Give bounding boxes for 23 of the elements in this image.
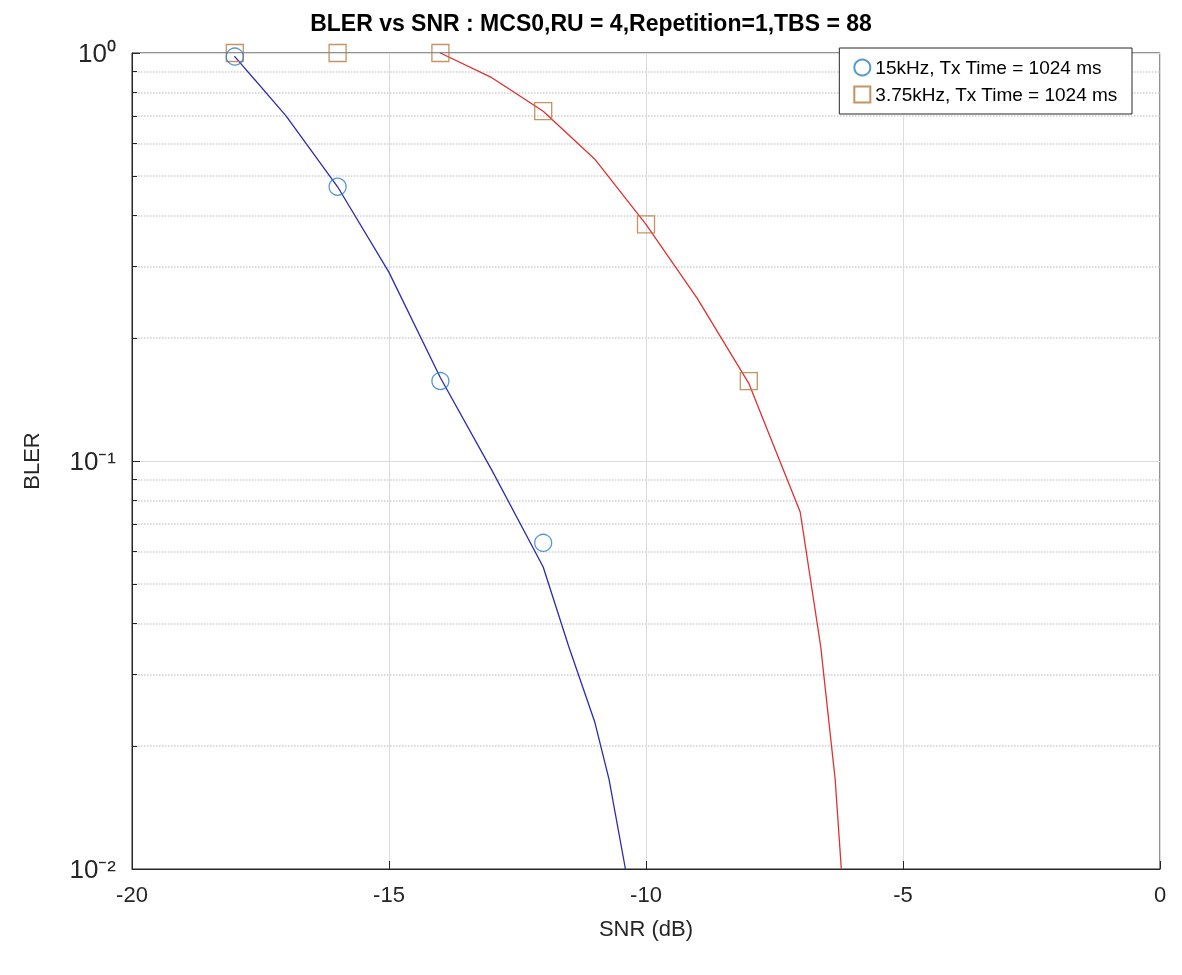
x-tick-label: -20 — [116, 881, 148, 907]
chart-title: BLER vs SNR : MCS0,RU = 4,Repetition=1,TBS = 88 — [310, 9, 873, 36]
x-tick-label: -15 — [373, 881, 405, 907]
y-tick-label: 10⁻² — [69, 854, 117, 884]
x-axis-title: SNR (dB) — [598, 915, 694, 941]
y-axis-title: BLER — [18, 432, 44, 490]
point — [431, 371, 450, 391]
y-tick-label: 10⁻¹ — [69, 446, 117, 476]
point — [636, 215, 656, 234]
y-tick-label: 10⁰ — [78, 38, 116, 68]
point — [225, 47, 244, 66]
legend-label: 3.75kHz, Tx Time = 1024 ms — [875, 84, 1118, 105]
point — [739, 371, 758, 391]
point — [534, 102, 553, 121]
x-tick-label: 0 — [1153, 881, 1167, 907]
x-tick-label: -10 — [630, 881, 662, 907]
point — [328, 43, 347, 63]
legend-label: 15kHz, Tx Time = 1024 ms — [875, 57, 1102, 78]
x-tick-label: -5 — [893, 881, 913, 907]
point — [328, 177, 347, 196]
point — [225, 43, 244, 63]
point — [431, 43, 450, 63]
point — [534, 533, 553, 553]
